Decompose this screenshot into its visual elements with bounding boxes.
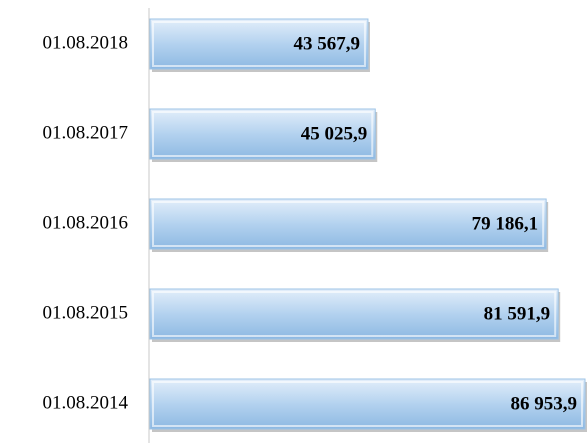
value-label: 45 025,9 <box>301 123 368 144</box>
bar <box>149 18 369 70</box>
category-label: 01.08.2017 <box>43 122 129 143</box>
bar-bevel <box>152 21 366 67</box>
category-label: 01.08.2014 <box>43 392 129 413</box>
value-label: 79 186,1 <box>472 213 539 234</box>
category-label: 01.08.2016 <box>43 212 129 233</box>
bar <box>149 198 547 250</box>
bar-bevel <box>152 291 557 337</box>
bar <box>149 288 559 340</box>
bar <box>149 108 376 160</box>
bar-bevel <box>152 381 583 427</box>
category-label: 01.08.2015 <box>43 302 129 323</box>
category-label: 01.08.2018 <box>43 32 129 53</box>
bar-bevel <box>152 111 374 157</box>
value-label: 81 591,9 <box>484 303 551 324</box>
value-label: 86 953,9 <box>511 393 578 414</box>
value-label: 43 567,9 <box>293 33 360 54</box>
bar <box>149 378 586 430</box>
bar-bevel <box>152 201 545 247</box>
